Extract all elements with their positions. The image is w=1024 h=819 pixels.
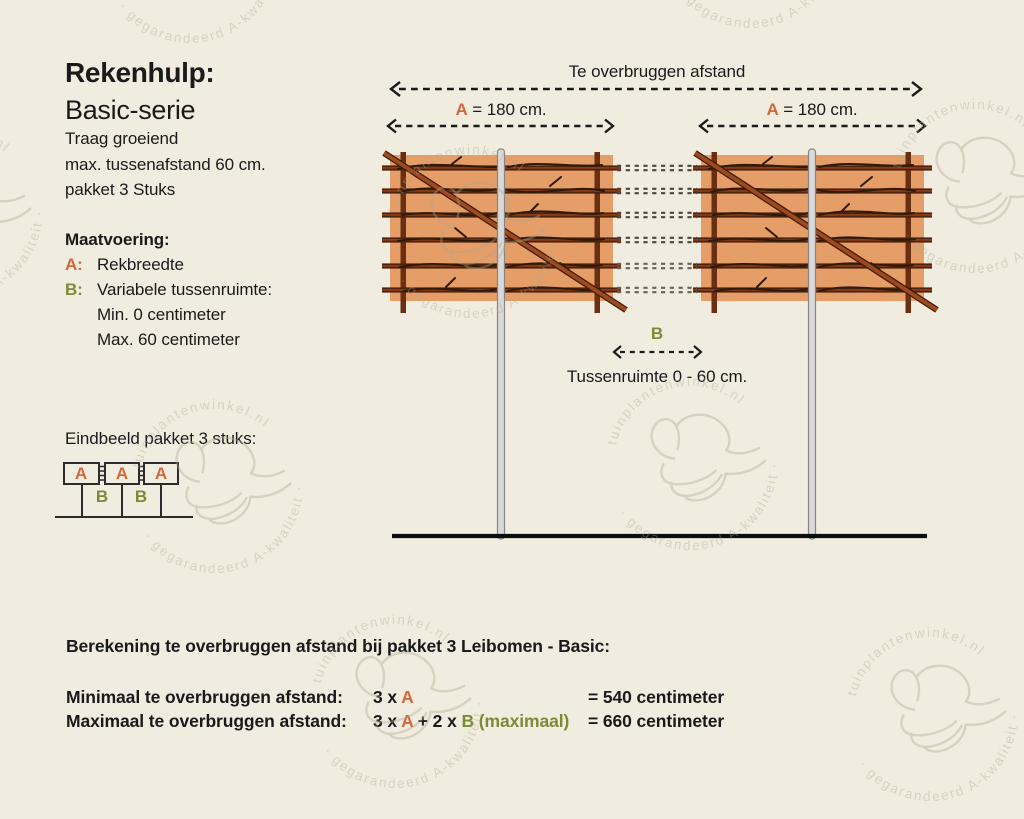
legend-text: Min. 0 centimeter [97, 305, 226, 324]
calculation-row-min: Minimaal te overbruggen afstand: 3 x A =… [66, 687, 724, 708]
legend-key-b: B: [65, 280, 83, 299]
eindbeeld-heading: Eindbeeld pakket 3 stuks: [65, 429, 257, 448]
maatvoering-heading: Maatvoering: [65, 230, 170, 249]
calc-result: = 660 centimeter [588, 711, 725, 731]
legend-key-a: A: [65, 255, 83, 274]
legend-text: Rekbreedte [97, 255, 184, 274]
note-line: pakket 3 Stuks [65, 180, 176, 199]
product-notes: Traag groeiend max. tussenafstand 60 cm.… [65, 126, 266, 203]
tree-right [693, 149, 937, 539]
legend-row-max: Max. 60 centimeter [65, 327, 272, 352]
a-dimension-label-right: A = 180 cm. [766, 100, 858, 119]
maatvoering-legend: A: Rekbreedte B: Variabele tussenruimte:… [65, 252, 272, 352]
calc-label: Maximaal te overbruggen afstand: [66, 711, 347, 731]
note-line: Traag groeiend [65, 129, 179, 148]
calc-result: = 540 centimeter [588, 687, 725, 707]
legend-row-min: Min. 0 centimeter [65, 302, 272, 327]
tree-left [382, 149, 626, 539]
calculation-heading: Berekening te overbruggen afstand bij pa… [66, 636, 611, 656]
legend-row-b: B: Variabele tussenruimte: [65, 277, 272, 302]
a-arrow-left [386, 118, 615, 134]
total-span-label: Te overbruggen afstand [568, 62, 746, 81]
b-dimension-letter: B [650, 324, 664, 343]
eindbeeld-b-label: B [134, 487, 148, 506]
calc-formula: 3 x A + 2 x B (maximaal) [373, 711, 570, 731]
eindbeeld-a-label: A [154, 464, 168, 483]
calc-label: Minimaal te overbruggen afstand: [66, 687, 343, 707]
b-arrow [612, 345, 703, 359]
product-series: Basic-serie [65, 95, 196, 125]
eindbeeld-a-label: A [115, 464, 129, 483]
gap-dashes [617, 164, 697, 294]
a-arrow-right [698, 118, 927, 134]
gap-dimension-label: Tussenruimte 0 - 60 cm. [566, 367, 748, 386]
a-dimension-label-left: A = 180 cm. [455, 100, 547, 119]
calc-formula: 3 x A [373, 687, 414, 707]
eindbeeld-a-label: A [74, 464, 88, 483]
total-span-arrow [389, 81, 923, 97]
note-line: max. tussenafstand 60 cm. [65, 154, 266, 174]
page-title: Rekenhulp: [65, 57, 215, 88]
legend-text: Max. 60 centimeter [97, 330, 240, 349]
eindbeeld-b-label: B [95, 487, 109, 506]
legend-text: Variabele tussenruimte: [97, 280, 273, 299]
calculation-row-max: Maximaal te overbruggen afstand: 3 x A +… [66, 711, 724, 732]
legend-row-a: A: Rekbreedte [65, 252, 272, 277]
